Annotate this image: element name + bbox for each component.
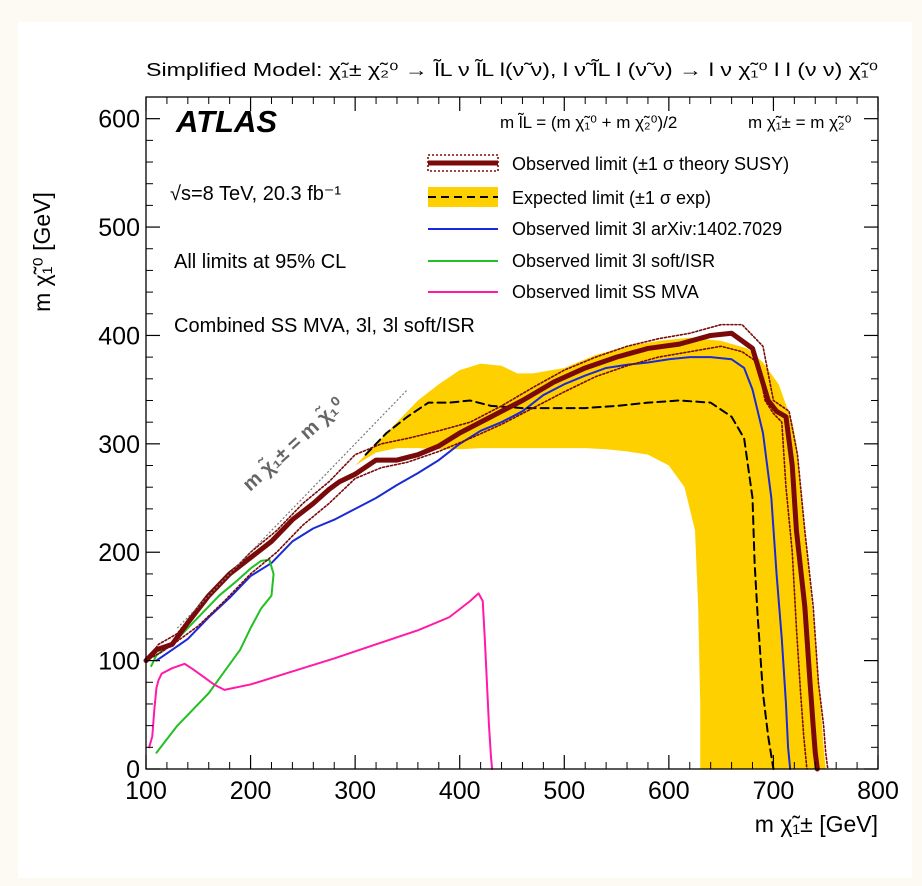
legend-label-3l-soft: Observed limit 3l soft/ISR xyxy=(512,251,715,271)
y-tick-label: 600 xyxy=(98,106,140,134)
expected-sigma-band xyxy=(355,337,826,769)
legend-entry-expected: Expected limit (±1 σ exp) xyxy=(428,187,711,208)
x-tick-label: 400 xyxy=(439,777,481,805)
x-tick-label: 600 xyxy=(648,777,690,805)
cl-annotation: All limits at 95% CL xyxy=(174,251,346,273)
legend-swatch-expected xyxy=(428,187,498,207)
legend-label-3l: Observed limit 3l arXiv:1402.7029 xyxy=(512,219,782,239)
x-tick-label: 800 xyxy=(857,777,899,805)
y-tick-label: 300 xyxy=(98,431,140,459)
legend-entry-3l-soft: Observed limit 3l soft/ISR xyxy=(428,251,715,271)
y-tick-label: 100 xyxy=(98,648,140,676)
observed-3l-soft-line xyxy=(150,558,275,754)
observed-plus-sigma-line xyxy=(145,323,829,770)
legend-label-observed: Observed limit (±1 σ theory SUSY) xyxy=(512,154,789,174)
x-tick-label: 200 xyxy=(230,777,272,805)
y-axis-ticks: 0 100 200 300 400 500 600 xyxy=(98,96,878,784)
combined-annotation: Combined SS MVA, 3l, 3l soft/ISR xyxy=(174,315,475,337)
expected-limit-line xyxy=(364,399,775,770)
legend-entry-3l: Observed limit 3l arXiv:1402.7029 xyxy=(428,219,782,239)
observed-ss-mva-line xyxy=(148,592,494,770)
energy-annotation: √s=8 TeV, 20.3 fb⁻¹ xyxy=(170,183,341,205)
y-axis-label: m χ̃₁⁰ [GeV] xyxy=(29,192,55,312)
legend-label-ss-mva: Observed limit SS MVA xyxy=(512,282,699,302)
x-tick-label: 100 xyxy=(125,777,167,805)
y-tick-label: 500 xyxy=(98,214,140,242)
x-tick-label: 500 xyxy=(543,777,585,805)
atlas-label: ATLAS xyxy=(175,104,277,139)
limit-lines-group xyxy=(143,323,829,772)
exclusion-limit-chart: 100 200 300 400 500 600 700 800 010020030040050… xyxy=(29,59,899,837)
diagonal-annotation: m χ̃₁± = m χ̃₁⁰ xyxy=(237,392,348,496)
x-axis-label: m χ̃₁± [GeV] xyxy=(755,811,878,837)
y-tick-label: 200 xyxy=(98,539,140,567)
x-tick-label: 700 xyxy=(753,777,795,805)
observed-3l-line xyxy=(155,356,792,770)
observed-limit-line xyxy=(143,330,820,772)
x-axis-ticks: 100 200 300 400 500 600 700 800 xyxy=(125,97,899,805)
diagonal-reference-line xyxy=(176,389,408,629)
y-tick-label: 0 xyxy=(126,756,140,784)
expected-band-group xyxy=(355,337,826,769)
y-tick-label: 400 xyxy=(98,322,140,350)
legend-entry-observed: Observed limit (±1 σ theory SUSY) xyxy=(427,154,789,174)
legend: Observed limit (±1 σ theory SUSY) Expect… xyxy=(427,154,789,302)
mass-relation-annotation-1: m l̃L = (m χ̃₁⁰ + m χ̃₂⁰)/2 xyxy=(500,112,677,132)
observed-minus-sigma-line xyxy=(145,345,808,770)
legend-entry-ss-mva: Observed limit SS MVA xyxy=(428,282,699,302)
mass-relation-annotation-2: m χ̃₁± = m χ̃₂⁰ xyxy=(748,113,852,132)
x-tick-label: 300 xyxy=(334,777,376,805)
legend-label-expected: Expected limit (±1 σ exp) xyxy=(512,188,711,208)
chart-title: Simplified Model: χ̃₁± χ̃₂⁰ → l̃L ν l̃L … xyxy=(146,59,878,80)
plot-frame xyxy=(145,96,879,770)
figure-panel: 100 200 300 400 500 600 700 800 0 100 200 300 400 50… xyxy=(18,22,912,878)
